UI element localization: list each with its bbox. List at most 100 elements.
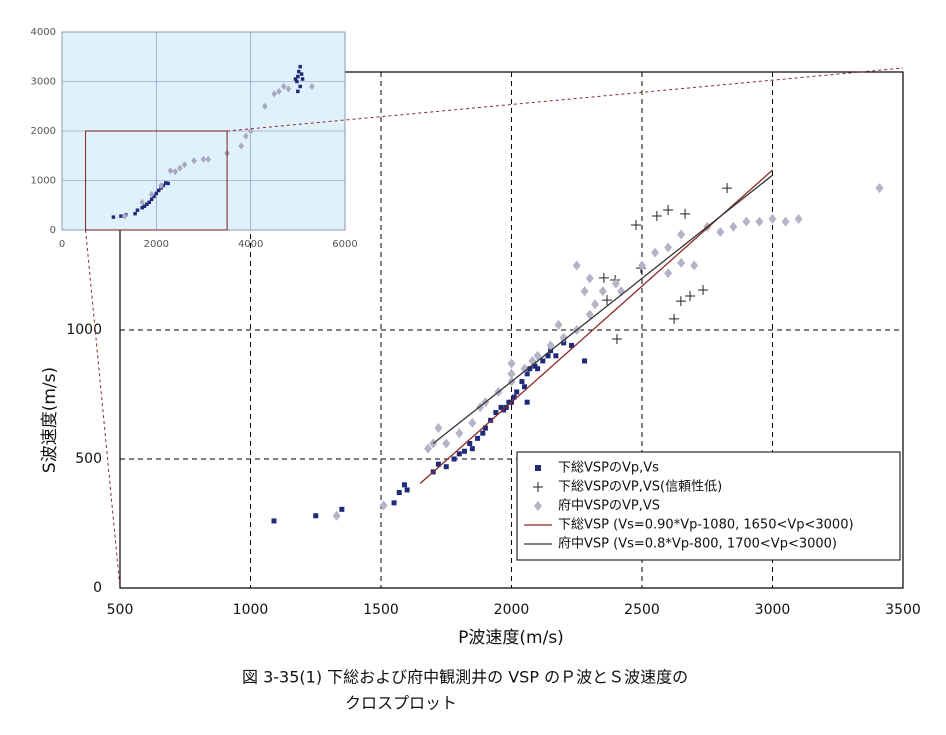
- point: [404, 487, 410, 493]
- point: [611, 334, 622, 345]
- legend-swatch: [535, 465, 541, 471]
- point: [271, 90, 278, 98]
- point: [598, 286, 607, 297]
- point: [391, 500, 397, 506]
- point: [680, 208, 691, 219]
- point: [293, 77, 298, 81]
- y-tick-label: 4000: [31, 27, 56, 38]
- legend-swatch: [533, 482, 543, 492]
- point: [585, 273, 594, 284]
- y-tick-label: 1000: [66, 322, 102, 338]
- point: [297, 69, 301, 74]
- point: [166, 181, 170, 186]
- inset-plot: 0 2000 4000 6000 0 1000 2000 3000 4000: [31, 27, 358, 250]
- point: [455, 428, 464, 439]
- point: [493, 410, 499, 416]
- x-tick-label: 0: [59, 239, 65, 250]
- point: [532, 363, 538, 369]
- point: [475, 435, 481, 441]
- point: [545, 353, 551, 359]
- point: [716, 226, 725, 237]
- point: [191, 157, 197, 165]
- point: [142, 204, 147, 208]
- point: [298, 64, 302, 69]
- point: [152, 194, 156, 199]
- legend: 下総VSPのVp,Vs 下総VSPのVP,VS(信頼性低) 府中VSPのVP,VS 下…: [516, 451, 901, 561]
- point: [569, 342, 575, 348]
- point: [467, 441, 473, 447]
- point: [451, 456, 457, 462]
- legend-label: 府中VSPのVP,VS: [558, 499, 660, 514]
- point: [296, 89, 300, 94]
- legend-label: 下総VSPのVp,Vs: [558, 461, 659, 476]
- point: [664, 242, 673, 253]
- point: [164, 181, 168, 185]
- point: [498, 404, 504, 410]
- point: [598, 272, 609, 283]
- legend-label: 府中VSP (Vs=0.8*Vp-800, 1700<Vp<3000): [558, 537, 837, 552]
- point: [200, 155, 207, 163]
- point: [630, 219, 641, 230]
- point: [514, 389, 520, 395]
- point: [546, 340, 555, 351]
- caption-line: 図 3-35(1) 下総および府中観測井の VSP のＰ波とＳ波速度の: [242, 668, 688, 687]
- point: [690, 260, 699, 271]
- x-tick-label: 6000: [332, 239, 357, 250]
- point: [435, 461, 441, 467]
- point: [456, 451, 462, 457]
- point: [145, 202, 149, 207]
- point: [469, 446, 475, 452]
- zoom-connector: [85, 229, 121, 589]
- x-axis-title: P波速度(m/s): [458, 628, 564, 648]
- point: [651, 247, 660, 258]
- point: [533, 350, 542, 361]
- point: [121, 212, 128, 220]
- point: [313, 513, 319, 519]
- fit-line: [432, 174, 773, 445]
- point: [140, 205, 144, 210]
- y-tick-label: 0: [50, 225, 56, 236]
- point: [271, 518, 277, 524]
- point: [520, 363, 529, 374]
- point: [285, 85, 292, 93]
- x-tick-label: 3500: [885, 602, 921, 618]
- point: [519, 379, 525, 385]
- point: [396, 490, 402, 496]
- point: [309, 82, 315, 90]
- point: [651, 210, 662, 221]
- x-tick-label: 4000: [238, 239, 263, 250]
- point: [677, 229, 686, 240]
- point: [280, 82, 287, 90]
- x-tick-label: 3000: [755, 602, 791, 618]
- point: [663, 205, 674, 216]
- point: [507, 358, 516, 369]
- point: [276, 87, 282, 95]
- point: [507, 368, 516, 379]
- legend-label: 下総VSPのVP,VS(信頼性低): [558, 480, 722, 495]
- point: [172, 168, 178, 176]
- point: [755, 216, 764, 227]
- point: [119, 214, 123, 218]
- y-tick-label: 500: [75, 451, 102, 467]
- point: [205, 155, 212, 163]
- point: [768, 214, 777, 225]
- y-axis-title: S波速度(m/s): [40, 367, 60, 473]
- point: [638, 260, 646, 271]
- point: [553, 353, 559, 359]
- point: [559, 332, 568, 343]
- caption-line: クロスプロット: [345, 694, 457, 713]
- x-tick-label: 500: [107, 602, 134, 618]
- x-tick-label: 2500: [624, 602, 660, 618]
- point: [296, 74, 300, 79]
- point: [729, 221, 738, 232]
- point: [582, 358, 588, 364]
- point: [540, 358, 546, 364]
- point: [298, 84, 302, 89]
- point: [423, 443, 432, 454]
- point: [677, 257, 686, 268]
- point: [561, 340, 567, 346]
- point: [580, 286, 589, 297]
- point: [135, 208, 140, 212]
- point: [482, 425, 488, 431]
